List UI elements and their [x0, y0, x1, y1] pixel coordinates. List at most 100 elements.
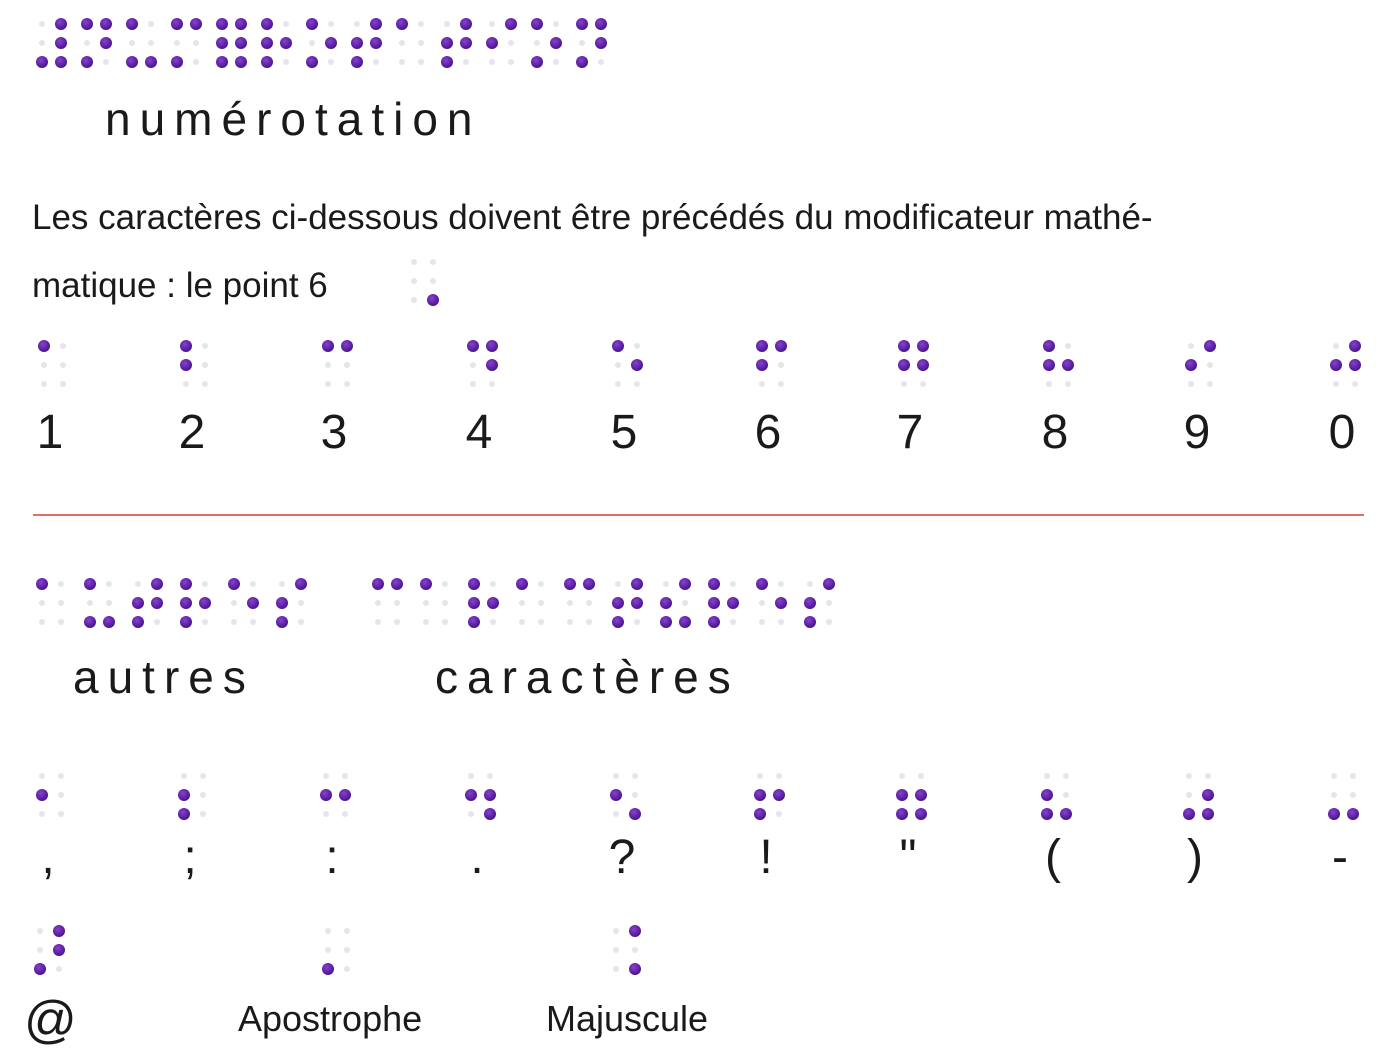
- braille-guide-dot: [41, 381, 47, 387]
- braille-dot: [917, 359, 929, 371]
- braille-dot: [370, 37, 382, 49]
- braille-guide-dot: [418, 59, 424, 65]
- braille-dot: [468, 578, 480, 590]
- extra-label: @: [24, 991, 77, 1049]
- braille-dot: [804, 616, 816, 628]
- braille-dot: [178, 789, 190, 801]
- braille-dot: [1062, 359, 1074, 371]
- braille-guide-dot: [394, 619, 400, 625]
- punct-label: .: [470, 831, 484, 884]
- braille-guide-dot: [58, 581, 64, 587]
- braille-guide-dot: [103, 59, 109, 65]
- braille-guide-dot: [778, 619, 784, 625]
- braille-guide-dot: [283, 21, 289, 27]
- braille-guide-dot: [202, 362, 208, 368]
- braille-guide-dot: [470, 381, 476, 387]
- braille-guide-dot: [613, 811, 619, 817]
- braille-dot: [460, 18, 472, 30]
- braille-guide-dot: [354, 21, 360, 27]
- braille-dot: [917, 340, 929, 352]
- braille-dot: [84, 578, 96, 590]
- braille-guide-dot: [58, 600, 64, 606]
- braille-dot: [583, 578, 595, 590]
- braille-dot: [339, 789, 351, 801]
- braille-dot: [660, 616, 672, 628]
- braille-dot: [81, 56, 93, 68]
- braille-dot: [151, 597, 163, 609]
- braille-dot: [484, 789, 496, 801]
- braille-guide-dot: [1205, 773, 1211, 779]
- braille-guide-dot: [373, 59, 379, 65]
- braille-guide-dot: [615, 581, 621, 587]
- braille-dot: [465, 789, 477, 801]
- braille-guide-dot: [325, 362, 331, 368]
- braille-guide-dot: [613, 966, 619, 972]
- number-label: 7: [896, 406, 924, 459]
- braille-guide-dot: [193, 40, 199, 46]
- braille-dot: [1041, 789, 1053, 801]
- braille-dot: [1349, 340, 1361, 352]
- braille-dot: [420, 578, 432, 590]
- braille-guide-dot: [41, 362, 47, 368]
- punct-label: ": [899, 831, 917, 884]
- braille-guide-dot: [344, 362, 350, 368]
- braille-dot: [132, 597, 144, 609]
- braille-dot: [631, 597, 643, 609]
- braille-guide-dot: [399, 40, 405, 46]
- braille-guide-dot: [181, 773, 187, 779]
- braille-guide-dot: [106, 600, 112, 606]
- braille-guide-dot: [489, 381, 495, 387]
- braille-dot: [1204, 340, 1216, 352]
- braille-dot: [754, 789, 766, 801]
- braille-dot: [306, 18, 318, 30]
- braille-guide-dot: [148, 40, 154, 46]
- braille-dot: [351, 56, 363, 68]
- braille-dot: [898, 340, 910, 352]
- braille-guide-dot: [519, 600, 525, 606]
- braille-guide-dot: [60, 343, 66, 349]
- braille-dot: [679, 616, 691, 628]
- braille-dot: [36, 789, 48, 801]
- braille-dot: [486, 37, 498, 49]
- braille-dot: [81, 18, 93, 30]
- braille-guide-dot: [200, 792, 206, 798]
- braille-dot: [216, 37, 228, 49]
- braille-dot: [516, 578, 528, 590]
- braille-dot: [896, 808, 908, 820]
- braille-guide-dot: [553, 21, 559, 27]
- braille-dot: [36, 578, 48, 590]
- braille-guide-dot: [1186, 792, 1192, 798]
- braille-guide-dot: [1044, 773, 1050, 779]
- braille-guide-dot: [444, 21, 450, 27]
- braille-dot: [276, 616, 288, 628]
- braille-dot: [773, 789, 785, 801]
- braille-guide-dot: [394, 600, 400, 606]
- punct-label: ;: [183, 831, 197, 884]
- braille-dot: [103, 616, 115, 628]
- braille-guide-dot: [39, 773, 45, 779]
- braille-guide-dot: [202, 581, 208, 587]
- braille-dot: [576, 18, 588, 30]
- braille-guide-dot: [411, 278, 417, 284]
- braille-dot: [216, 18, 228, 30]
- braille-guide-dot: [325, 947, 331, 953]
- braille-guide-dot: [1333, 381, 1339, 387]
- braille-guide-dot: [632, 773, 638, 779]
- punct-label: !: [759, 831, 773, 884]
- braille-dot: [708, 616, 720, 628]
- braille-dot: [180, 578, 192, 590]
- braille-dot: [180, 359, 192, 371]
- braille-guide-dot: [279, 581, 285, 587]
- braille-guide-dot: [586, 600, 592, 606]
- braille-guide-dot: [1065, 343, 1071, 349]
- braille-dot: [261, 56, 273, 68]
- braille-dot: [1202, 789, 1214, 801]
- braille-dot: [235, 18, 247, 30]
- braille-dot: [235, 37, 247, 49]
- braille-dot: [1347, 808, 1359, 820]
- braille-guide-dot: [489, 59, 495, 65]
- braille-dot: [1185, 359, 1197, 371]
- braille-dot: [754, 808, 766, 820]
- braille-guide-dot: [901, 381, 907, 387]
- braille-dot: [631, 578, 643, 590]
